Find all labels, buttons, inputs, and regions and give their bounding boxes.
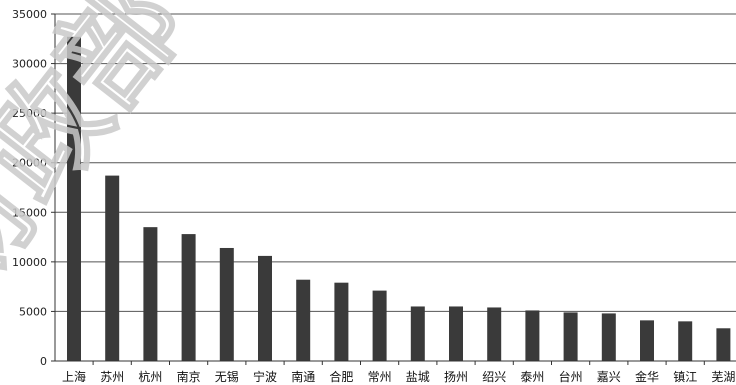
y-tick-label: 5000 <box>19 305 47 318</box>
x-tick-label: 绍兴 <box>482 370 506 384</box>
gridlines <box>55 13 736 312</box>
bar-台州 <box>563 312 578 361</box>
x-tick-label: 金华 <box>635 369 659 384</box>
x-tick-label: 南京 <box>177 369 201 384</box>
x-tick-label: 常州 <box>368 370 392 384</box>
x-tick-label: 扬州 <box>444 369 468 384</box>
bar-盐城 <box>410 306 425 361</box>
bar-扬州 <box>449 306 463 361</box>
x-tick-label: 合肥 <box>329 369 353 384</box>
y-tick-label: 35000 <box>12 8 47 21</box>
x-tick-label: 南通 <box>291 369 315 384</box>
bar-苏州 <box>105 175 120 361</box>
y-tick-label: 25000 <box>12 107 47 120</box>
bar-杭州 <box>143 227 158 361</box>
bar-嘉兴 <box>601 313 616 361</box>
watermark: 财政部 <box>0 0 211 318</box>
y-tick-label: 20000 <box>12 157 47 170</box>
x-tick-label: 芜湖 <box>711 369 735 384</box>
x-tick-label: 盐城 <box>406 370 430 384</box>
watermark-text: 财政部 <box>0 0 210 317</box>
x-tick-label: 苏州 <box>100 370 124 384</box>
x-axis-labels: 上海 苏州 杭州 南京 无锡 宁波 南通 合肥 常州 盐城 扬州 绍兴 泰州 台州 嘉兴 金华 镇江 芜湖 <box>62 361 735 384</box>
bar-无锡 <box>219 247 234 361</box>
bar-金华 <box>640 320 654 361</box>
bar-上海 <box>67 36 81 361</box>
y-axis-ticks: 0 5000 10000 15000 20000 25000 30000 35000 <box>12 8 55 368</box>
x-tick-label: 无锡 <box>215 369 239 384</box>
bars <box>67 36 731 361</box>
bar-芜湖 <box>716 328 731 361</box>
y-tick-label: 10000 <box>12 256 47 269</box>
bar-镇江 <box>678 321 693 361</box>
x-tick-label: 上海 <box>62 369 86 384</box>
bar-泰州 <box>525 310 540 361</box>
x-tick-label: 杭州 <box>138 369 162 384</box>
bar-宁波 <box>258 255 272 361</box>
x-tick-label: 镇江 <box>673 370 697 384</box>
x-tick-label: 宁波 <box>253 369 277 384</box>
axes <box>54 14 736 362</box>
x-tick-label: 台州 <box>559 369 583 384</box>
bar-南京 <box>181 234 196 361</box>
x-tick-label: 嘉兴 <box>597 370 621 384</box>
y-tick-label: 30000 <box>12 58 47 71</box>
bar-合肥 <box>334 282 349 361</box>
bar-常州 <box>372 290 387 361</box>
x-tick-label: 泰州 <box>520 370 544 384</box>
y-tick-label: 15000 <box>12 206 47 219</box>
y-tick-label: 0 <box>40 355 47 368</box>
bar-南通 <box>296 279 311 361</box>
bar-绍兴 <box>487 307 502 361</box>
